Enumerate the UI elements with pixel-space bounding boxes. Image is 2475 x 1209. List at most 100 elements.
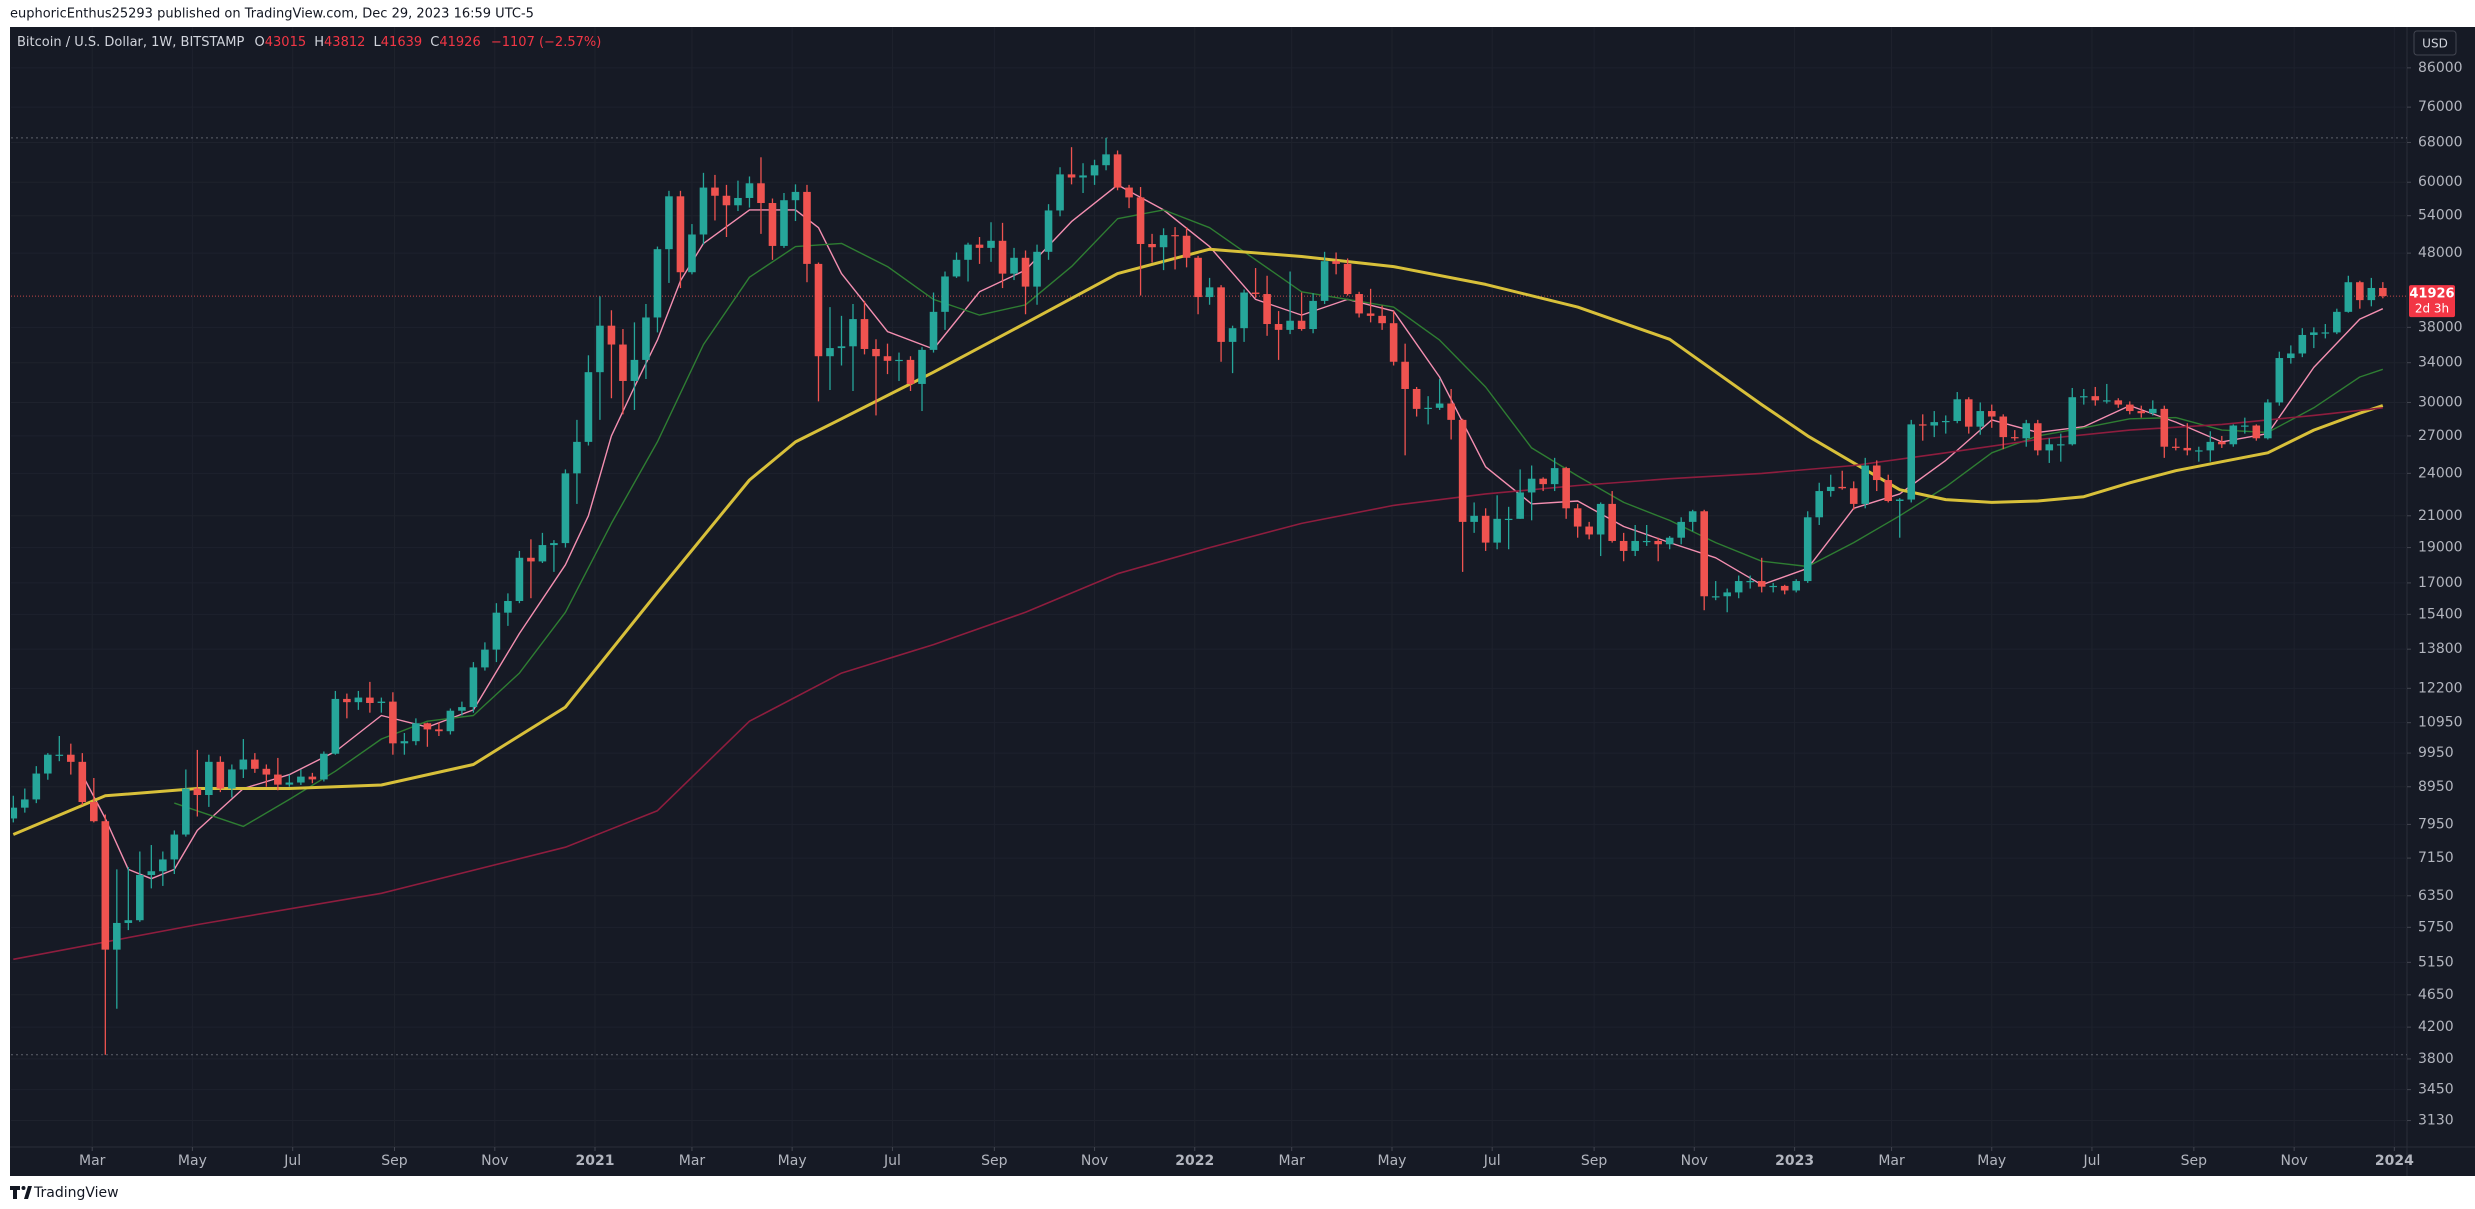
candle-body: [170, 834, 179, 860]
y-tick-label: 5150: [2418, 954, 2454, 970]
x-tick-label: 2022: [1175, 1153, 1214, 1169]
candle-body: [1251, 292, 1260, 295]
candle-body: [550, 543, 558, 546]
candle-body: [688, 234, 696, 273]
symbol-title: Bitcoin / U.S. Dollar, 1W, BITSTAMP: [17, 35, 245, 50]
x-tick-label: Nov: [481, 1153, 508, 1169]
candle-body: [1999, 416, 2008, 438]
candle-body: [2356, 282, 2364, 301]
candle-body: [446, 710, 455, 732]
y-tick-label: 86000: [2418, 60, 2463, 76]
x-tick-label: Jul: [883, 1153, 901, 1169]
candle-body: [2310, 332, 2318, 335]
y-tick-label: 38000: [2418, 319, 2463, 335]
candle-body: [1838, 486, 1847, 489]
close-letter: C: [430, 35, 439, 50]
candle-body: [1125, 187, 1133, 198]
x-tick-label: Mar: [79, 1153, 106, 1169]
candle-body: [734, 197, 742, 206]
candle-body: [1389, 323, 1398, 362]
candle-body: [193, 788, 202, 796]
candle-body: [515, 557, 524, 601]
moving-average: [12, 247, 2384, 836]
candle-body: [2102, 400, 2111, 402]
candle-body: [1665, 537, 1674, 545]
candle-body: [11, 807, 18, 819]
candle-body: [458, 707, 466, 711]
candle-body: [1493, 518, 1501, 543]
candle-body: [711, 187, 719, 196]
candle-body: [642, 317, 650, 360]
candle-body: [1217, 287, 1225, 342]
candle-body: [469, 667, 478, 708]
candle-body: [2114, 400, 2123, 405]
y-tick-label: 12200: [2418, 680, 2463, 696]
y-tick-label: 30000: [2418, 394, 2463, 410]
candle-body: [1573, 508, 1582, 527]
y-tick-label: 48000: [2418, 245, 2463, 261]
candle-body: [1562, 468, 1570, 509]
candle-body: [998, 240, 1007, 274]
moving-average: [81, 184, 2384, 880]
candle-body: [1688, 511, 1697, 522]
candle-body: [987, 240, 995, 248]
candle-body: [1090, 165, 1099, 176]
y-tick-label: 7950: [2418, 816, 2454, 832]
x-tick-label: 2024: [2375, 1153, 2414, 1169]
candle-body: [1320, 261, 1329, 301]
candle-body: [814, 263, 823, 357]
candle-body: [2298, 334, 2307, 354]
candle-body: [2229, 425, 2238, 445]
y-tick-label: 3130: [2418, 1113, 2454, 1129]
candle-body: [1711, 596, 1720, 598]
candle-body: [412, 723, 420, 742]
x-tick-label: Jul: [1483, 1153, 1501, 1169]
candle-body: [1010, 257, 1018, 274]
brand: TradingView: [33, 1185, 119, 1201]
candle-body: [2172, 446, 2180, 448]
candle-body: [2367, 287, 2376, 301]
candle-body: [2183, 447, 2192, 451]
candle-body: [768, 203, 777, 246]
x-tick-label: May: [1977, 1153, 2006, 1169]
x-tick-label: Sep: [1581, 1153, 1608, 1169]
candle-body: [136, 874, 144, 921]
candle-body: [1826, 486, 1835, 492]
candle-body: [1987, 411, 1996, 417]
candle-body: [849, 319, 857, 347]
candle-body: [21, 799, 29, 808]
candle-body: [2079, 396, 2088, 398]
candle-body: [2137, 411, 2146, 414]
candle-body: [584, 372, 593, 442]
candle-body: [1608, 503, 1616, 541]
candle-body: [791, 191, 800, 201]
x-tick-label: Nov: [1681, 1153, 1708, 1169]
candle-body: [389, 701, 397, 744]
candle-body: [101, 821, 110, 950]
low-value: 41639: [381, 35, 422, 50]
y-tick-label: 8950: [2418, 779, 2454, 795]
candle-body: [1171, 235, 1179, 237]
moving-average: [13, 407, 2383, 961]
y-tick-label: 54000: [2418, 208, 2463, 224]
candle-body: [676, 196, 685, 273]
candle-body: [1343, 263, 1352, 295]
currency-box[interactable]: [2413, 30, 2457, 56]
y-tick-label: 68000: [2418, 134, 2463, 150]
x-tick-label: Sep: [381, 1153, 408, 1169]
candle-body: [722, 195, 731, 206]
x-tick-label: Jul: [283, 1153, 301, 1169]
candle-body: [216, 761, 225, 789]
high-value: 43812: [324, 35, 365, 50]
candle-body: [251, 759, 259, 769]
open-value: 43015: [265, 35, 306, 50]
candle-body: [343, 698, 351, 703]
candle-body: [1182, 235, 1191, 258]
y-tick-label: 5750: [2418, 919, 2454, 935]
candles: [11, 137, 2387, 1055]
candle-body: [1470, 515, 1478, 522]
y-tick-label: 4200: [2418, 1019, 2454, 1035]
candle-body: [538, 545, 547, 562]
footer: [0, 1176, 2475, 1209]
